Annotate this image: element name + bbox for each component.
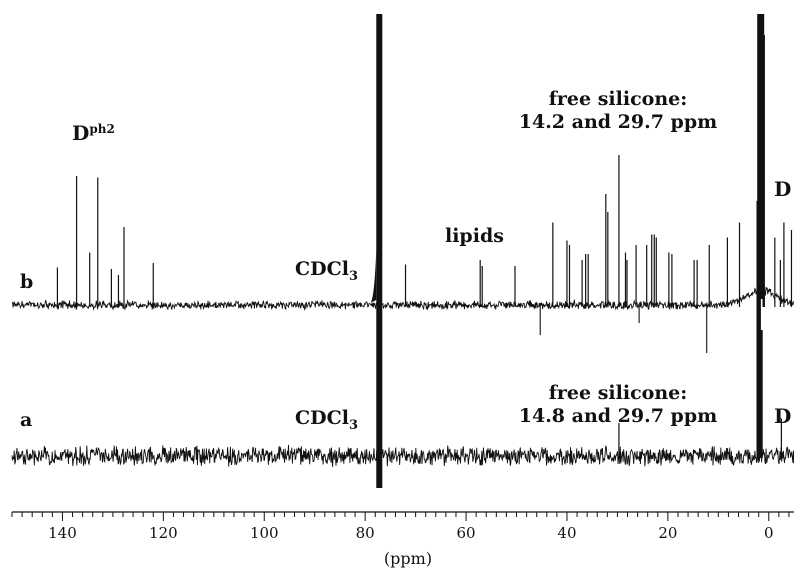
- x-axis-title: (ppm): [384, 549, 432, 568]
- trace-a: [11, 201, 794, 467]
- d-label-a: D: [774, 404, 791, 428]
- lipids-label: lipids: [445, 225, 504, 247]
- trace-label-a: a: [20, 409, 32, 431]
- cdcl3-solvent-peak: [376, 14, 383, 488]
- x-tick-label: 80: [356, 524, 375, 542]
- d-label-b: D: [774, 177, 791, 201]
- x-axis: 140 120 100 80 60 40 20 0 (ppm): [11, 511, 794, 568]
- free-silicone-b-line2: 14.2 and 29.7 ppm: [519, 111, 717, 133]
- trace-a-baseline: [11, 444, 794, 467]
- x-tick-label: 20: [658, 524, 677, 542]
- x-tick-label: 40: [557, 524, 576, 542]
- dph2-label: Dph2: [72, 121, 115, 145]
- x-tick-label: 100: [250, 524, 279, 542]
- trace-label-b: b: [20, 271, 33, 293]
- x-tick-label: 120: [149, 524, 178, 542]
- silicone-d-peak-b: [757, 14, 765, 299]
- x-tick-label: 60: [457, 524, 476, 542]
- x-tick-label: 0: [764, 524, 774, 542]
- silicone-d-peak-a: [759, 330, 763, 458]
- spectrum-traces: [11, 14, 794, 488]
- cdcl3-label-b: CDCl3: [295, 258, 358, 284]
- cdcl3-peak-flank: [370, 250, 377, 303]
- free-silicone-a-line2: 14.8 and 29.7 ppm: [519, 405, 717, 427]
- x-tick-label: 140: [48, 524, 77, 542]
- trace-b: [11, 35, 794, 353]
- free-silicone-b-line1: free silicone:: [549, 88, 687, 110]
- trace-b-baseline: [11, 286, 794, 311]
- cdcl3-label-a: CDCl3: [295, 407, 358, 433]
- free-silicone-a-line1: free silicone:: [549, 382, 687, 404]
